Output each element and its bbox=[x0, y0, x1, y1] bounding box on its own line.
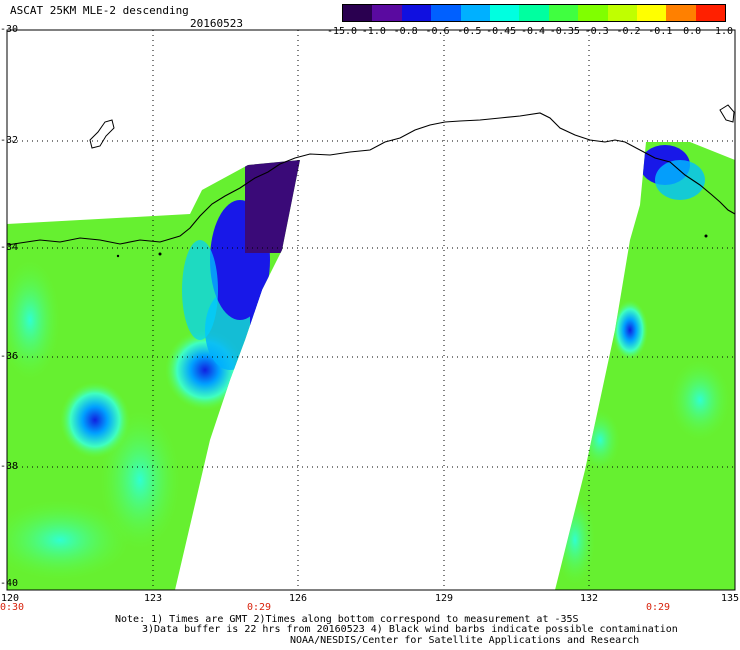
lon-label: 129 bbox=[434, 593, 454, 604]
colorbar-swatch bbox=[372, 5, 402, 21]
map-frame bbox=[6, 29, 736, 591]
colorbar-label: -0.1 bbox=[648, 26, 673, 37]
colorbar-label: -1.0 bbox=[361, 26, 386, 37]
time-label: 0:30 bbox=[0, 602, 25, 613]
left-swath bbox=[7, 160, 300, 590]
lon-label: 132 bbox=[579, 593, 599, 604]
colorbar-label: -0.35 bbox=[549, 26, 580, 37]
note-line-2: 3)Data buffer is 22 hrs from 20160523 4)… bbox=[142, 624, 678, 635]
note-line-3: NOAA/NESDIS/Center for Satellite Applica… bbox=[290, 635, 640, 646]
colorbar-swatch bbox=[519, 5, 549, 21]
note-line-1: Note: 1) Times are GMT 2)Times along bot… bbox=[115, 614, 579, 625]
time-label: 0:29 bbox=[246, 602, 272, 613]
time-label: 0:29 bbox=[645, 602, 671, 613]
lon-label: 120 bbox=[0, 593, 20, 604]
colorbar-label: -0.45 bbox=[486, 26, 517, 37]
colorbar-label: -0.3 bbox=[584, 26, 609, 37]
lat-label: -32 bbox=[0, 135, 19, 146]
lon-label: 126 bbox=[288, 593, 308, 604]
colorbar-label: -0.5 bbox=[457, 26, 482, 37]
chart-date: 20160523 bbox=[190, 17, 243, 30]
colorbar bbox=[342, 4, 726, 22]
colorbar-swatch bbox=[607, 5, 637, 21]
lon-label: 123 bbox=[143, 593, 163, 604]
colorbar-swatch bbox=[578, 5, 608, 21]
colorbar-label: -0.4 bbox=[520, 26, 546, 37]
colorbar-label: -0.8 bbox=[393, 26, 418, 37]
colorbar-label: -0.2 bbox=[616, 26, 641, 37]
chart-title: ASCAT 25KM MLE-2 descending bbox=[10, 4, 189, 17]
islet bbox=[116, 254, 120, 258]
islet bbox=[704, 234, 708, 238]
lat-label: -38 bbox=[0, 461, 19, 472]
lat-label: -36 bbox=[0, 351, 19, 362]
lat-label: -30 bbox=[0, 24, 19, 35]
graticule bbox=[7, 29, 735, 590]
colorbar-swatch bbox=[636, 5, 667, 21]
colorbar-label: 1.0 bbox=[714, 26, 734, 37]
colorbar-label: -15.0 bbox=[326, 26, 358, 37]
colorbar-swatch bbox=[489, 5, 520, 21]
colorbar-swatch bbox=[401, 5, 432, 21]
lat-label: -34 bbox=[0, 242, 19, 253]
colorbar-swatch bbox=[666, 5, 696, 21]
coastline bbox=[6, 112, 736, 246]
colorbar-labels: -15.0 -1.0 -0.8 -0.6 -0.5 -0.45 -0.4 -0.35 -0.3-… bbox=[325, 26, 735, 40]
island-west bbox=[89, 119, 115, 149]
colorbar-swatch bbox=[460, 5, 490, 21]
lon-label: 135 bbox=[720, 593, 740, 604]
island-east bbox=[719, 104, 735, 123]
right-swath bbox=[555, 142, 735, 590]
colorbar-swatch bbox=[695, 5, 726, 21]
islet bbox=[158, 252, 162, 256]
colorbar-label: 0.0 bbox=[683, 26, 702, 37]
colorbar-swatch bbox=[548, 5, 579, 21]
colorbar-swatch bbox=[431, 5, 461, 21]
colorbar-swatch bbox=[343, 5, 373, 21]
colorbar-label: -0.6 bbox=[425, 26, 450, 37]
lat-label: -40 bbox=[0, 578, 19, 589]
